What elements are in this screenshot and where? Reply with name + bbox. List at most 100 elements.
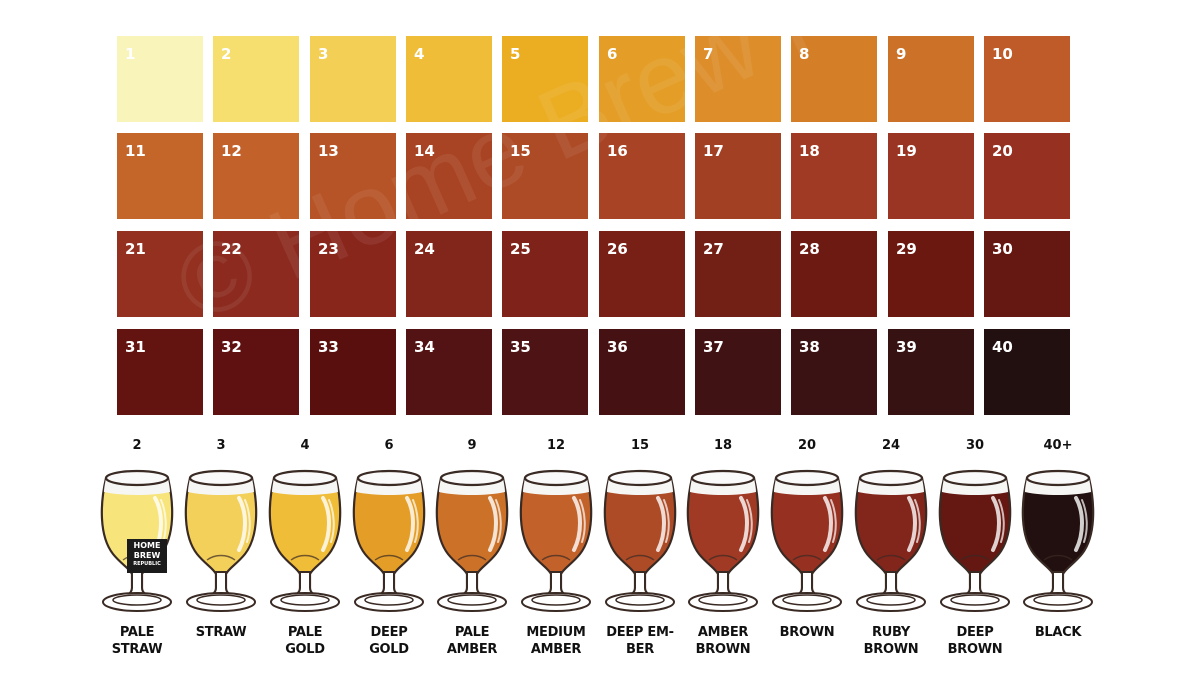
color-swatch: 9: [888, 36, 974, 122]
color-swatch: 30: [984, 231, 1070, 317]
swatch-number: 34: [414, 338, 435, 356]
glass-label-line: BLACK: [1034, 625, 1082, 640]
glass-srm-value: 6: [384, 438, 394, 453]
glass-srm-value: 24: [881, 438, 901, 453]
glass-srm-value: 40+: [1043, 438, 1073, 453]
swatch-number: 32: [221, 338, 242, 356]
swatch-number: 4: [414, 45, 425, 63]
color-swatch: 15: [502, 133, 588, 219]
home-brew-republic-logo: HOME BREW REPUBLIC: [127, 539, 167, 573]
color-swatch: 35: [502, 329, 588, 415]
swatch-number: 23: [318, 240, 339, 258]
beer-glass-icon: [770, 469, 844, 612]
beer-glass-icon: [1021, 469, 1095, 612]
color-swatch: 1: [117, 36, 203, 122]
color-swatch: 6: [599, 36, 685, 122]
color-swatch: 20: [984, 133, 1070, 219]
swatch-number: 24: [414, 240, 435, 258]
glass-label-line: DEEP EM-: [606, 625, 674, 640]
glass-item: 12 MEDIUM AMBER: [506, 436, 606, 658]
glass-label-line: STRAW: [195, 625, 247, 640]
swatch-number: 33: [318, 338, 339, 356]
glass-label-line: PALE: [287, 625, 323, 640]
swatch-number: 13: [318, 142, 339, 160]
color-swatch: 33: [310, 329, 396, 415]
glass-item: 15 DEEP EM- BER: [590, 436, 690, 658]
swatch-number: 29: [896, 240, 917, 258]
glass-item: 20 BROWN: [757, 436, 857, 641]
glass-label-line: BROWN: [863, 642, 919, 657]
color-swatch: 24: [406, 231, 492, 317]
color-swatch: 8: [791, 36, 877, 122]
glass-item: 6 DEEP GOLD: [339, 436, 439, 658]
color-swatch: 37: [695, 329, 781, 415]
color-swatch: 4: [406, 36, 492, 122]
glass-label-line: AMBER: [697, 625, 749, 640]
glass-label-line: PALE: [454, 625, 490, 640]
glass-srm-value: 4: [300, 438, 310, 453]
color-swatch: 12: [213, 133, 299, 219]
swatch-number: 1: [125, 45, 136, 63]
glass-color-name: BLACK: [1008, 624, 1108, 641]
glass-srm-value: 2: [132, 438, 142, 453]
beer-glass-icon: [100, 469, 174, 612]
glass-label-line: BROWN: [779, 625, 835, 640]
swatch-number: 3: [318, 45, 329, 63]
glass-label-line: DEEP: [956, 625, 994, 640]
glass-item: 9 PALE AMBER: [422, 436, 522, 658]
color-swatch: 28: [791, 231, 877, 317]
swatch-number: 22: [221, 240, 242, 258]
beer-glass-icon: [268, 469, 342, 612]
swatch-number: 35: [510, 338, 531, 356]
swatch-number: 11: [125, 142, 146, 160]
glass-color-name: STRAW: [171, 624, 271, 641]
swatch-number: 37: [703, 338, 724, 356]
glass-color-name: MEDIUM AMBER: [506, 624, 606, 658]
glass-label-line: BROWN: [947, 642, 1003, 657]
color-swatch: 39: [888, 329, 974, 415]
color-swatch: 11: [117, 133, 203, 219]
glass-color-name: BROWN: [757, 624, 857, 641]
swatch-number: 7: [703, 45, 714, 63]
glass-label-line: DEEP: [370, 625, 408, 640]
color-swatch: 40: [984, 329, 1070, 415]
beer-glass-icon: [686, 469, 760, 612]
glass-srm-value: 20: [797, 438, 817, 453]
glass-srm-value: 30: [965, 438, 985, 453]
glass-color-name: DEEP EM- BER: [590, 624, 690, 658]
glass-item: 40+ BLACK: [1008, 436, 1108, 641]
swatch-number: 38: [799, 338, 820, 356]
glass-color-name: AMBER BROWN: [673, 624, 773, 658]
glass-color-name: PALE GOLD: [255, 624, 355, 658]
color-swatch: 19: [888, 133, 974, 219]
color-swatch: 17: [695, 133, 781, 219]
swatch-number: 18: [799, 142, 820, 160]
glass-label-line: STRAW: [111, 642, 163, 657]
glass-label-line: GOLD: [285, 642, 325, 657]
color-swatch: 32: [213, 329, 299, 415]
glass-srm-value: 15: [630, 438, 650, 453]
color-swatch: 18: [791, 133, 877, 219]
color-swatch: 23: [310, 231, 396, 317]
beer-glass-icon: [519, 469, 593, 612]
glass-label-line: BER: [626, 642, 654, 657]
color-swatch: 13: [310, 133, 396, 219]
color-swatch: 26: [599, 231, 685, 317]
color-swatch: 10: [984, 36, 1070, 122]
swatch-number: 20: [992, 142, 1013, 160]
color-swatch: 27: [695, 231, 781, 317]
glass-label-line: PALE: [119, 625, 155, 640]
glass-label-line: GOLD: [369, 642, 409, 657]
color-swatch: 25: [502, 231, 588, 317]
glass-color-name: PALE STRAW: [87, 624, 187, 658]
swatch-number: 2: [221, 45, 232, 63]
swatch-number: 9: [896, 45, 907, 63]
glass-label-line: MEDIUM: [526, 625, 586, 640]
color-swatch: 31: [117, 329, 203, 415]
swatch-number: 12: [221, 142, 242, 160]
glass-item: 3 STRAW: [171, 436, 271, 641]
glass-srm-value: 12: [546, 438, 566, 453]
swatch-number: 8: [799, 45, 810, 63]
color-swatch: 22: [213, 231, 299, 317]
swatch-number: 30: [992, 240, 1013, 258]
